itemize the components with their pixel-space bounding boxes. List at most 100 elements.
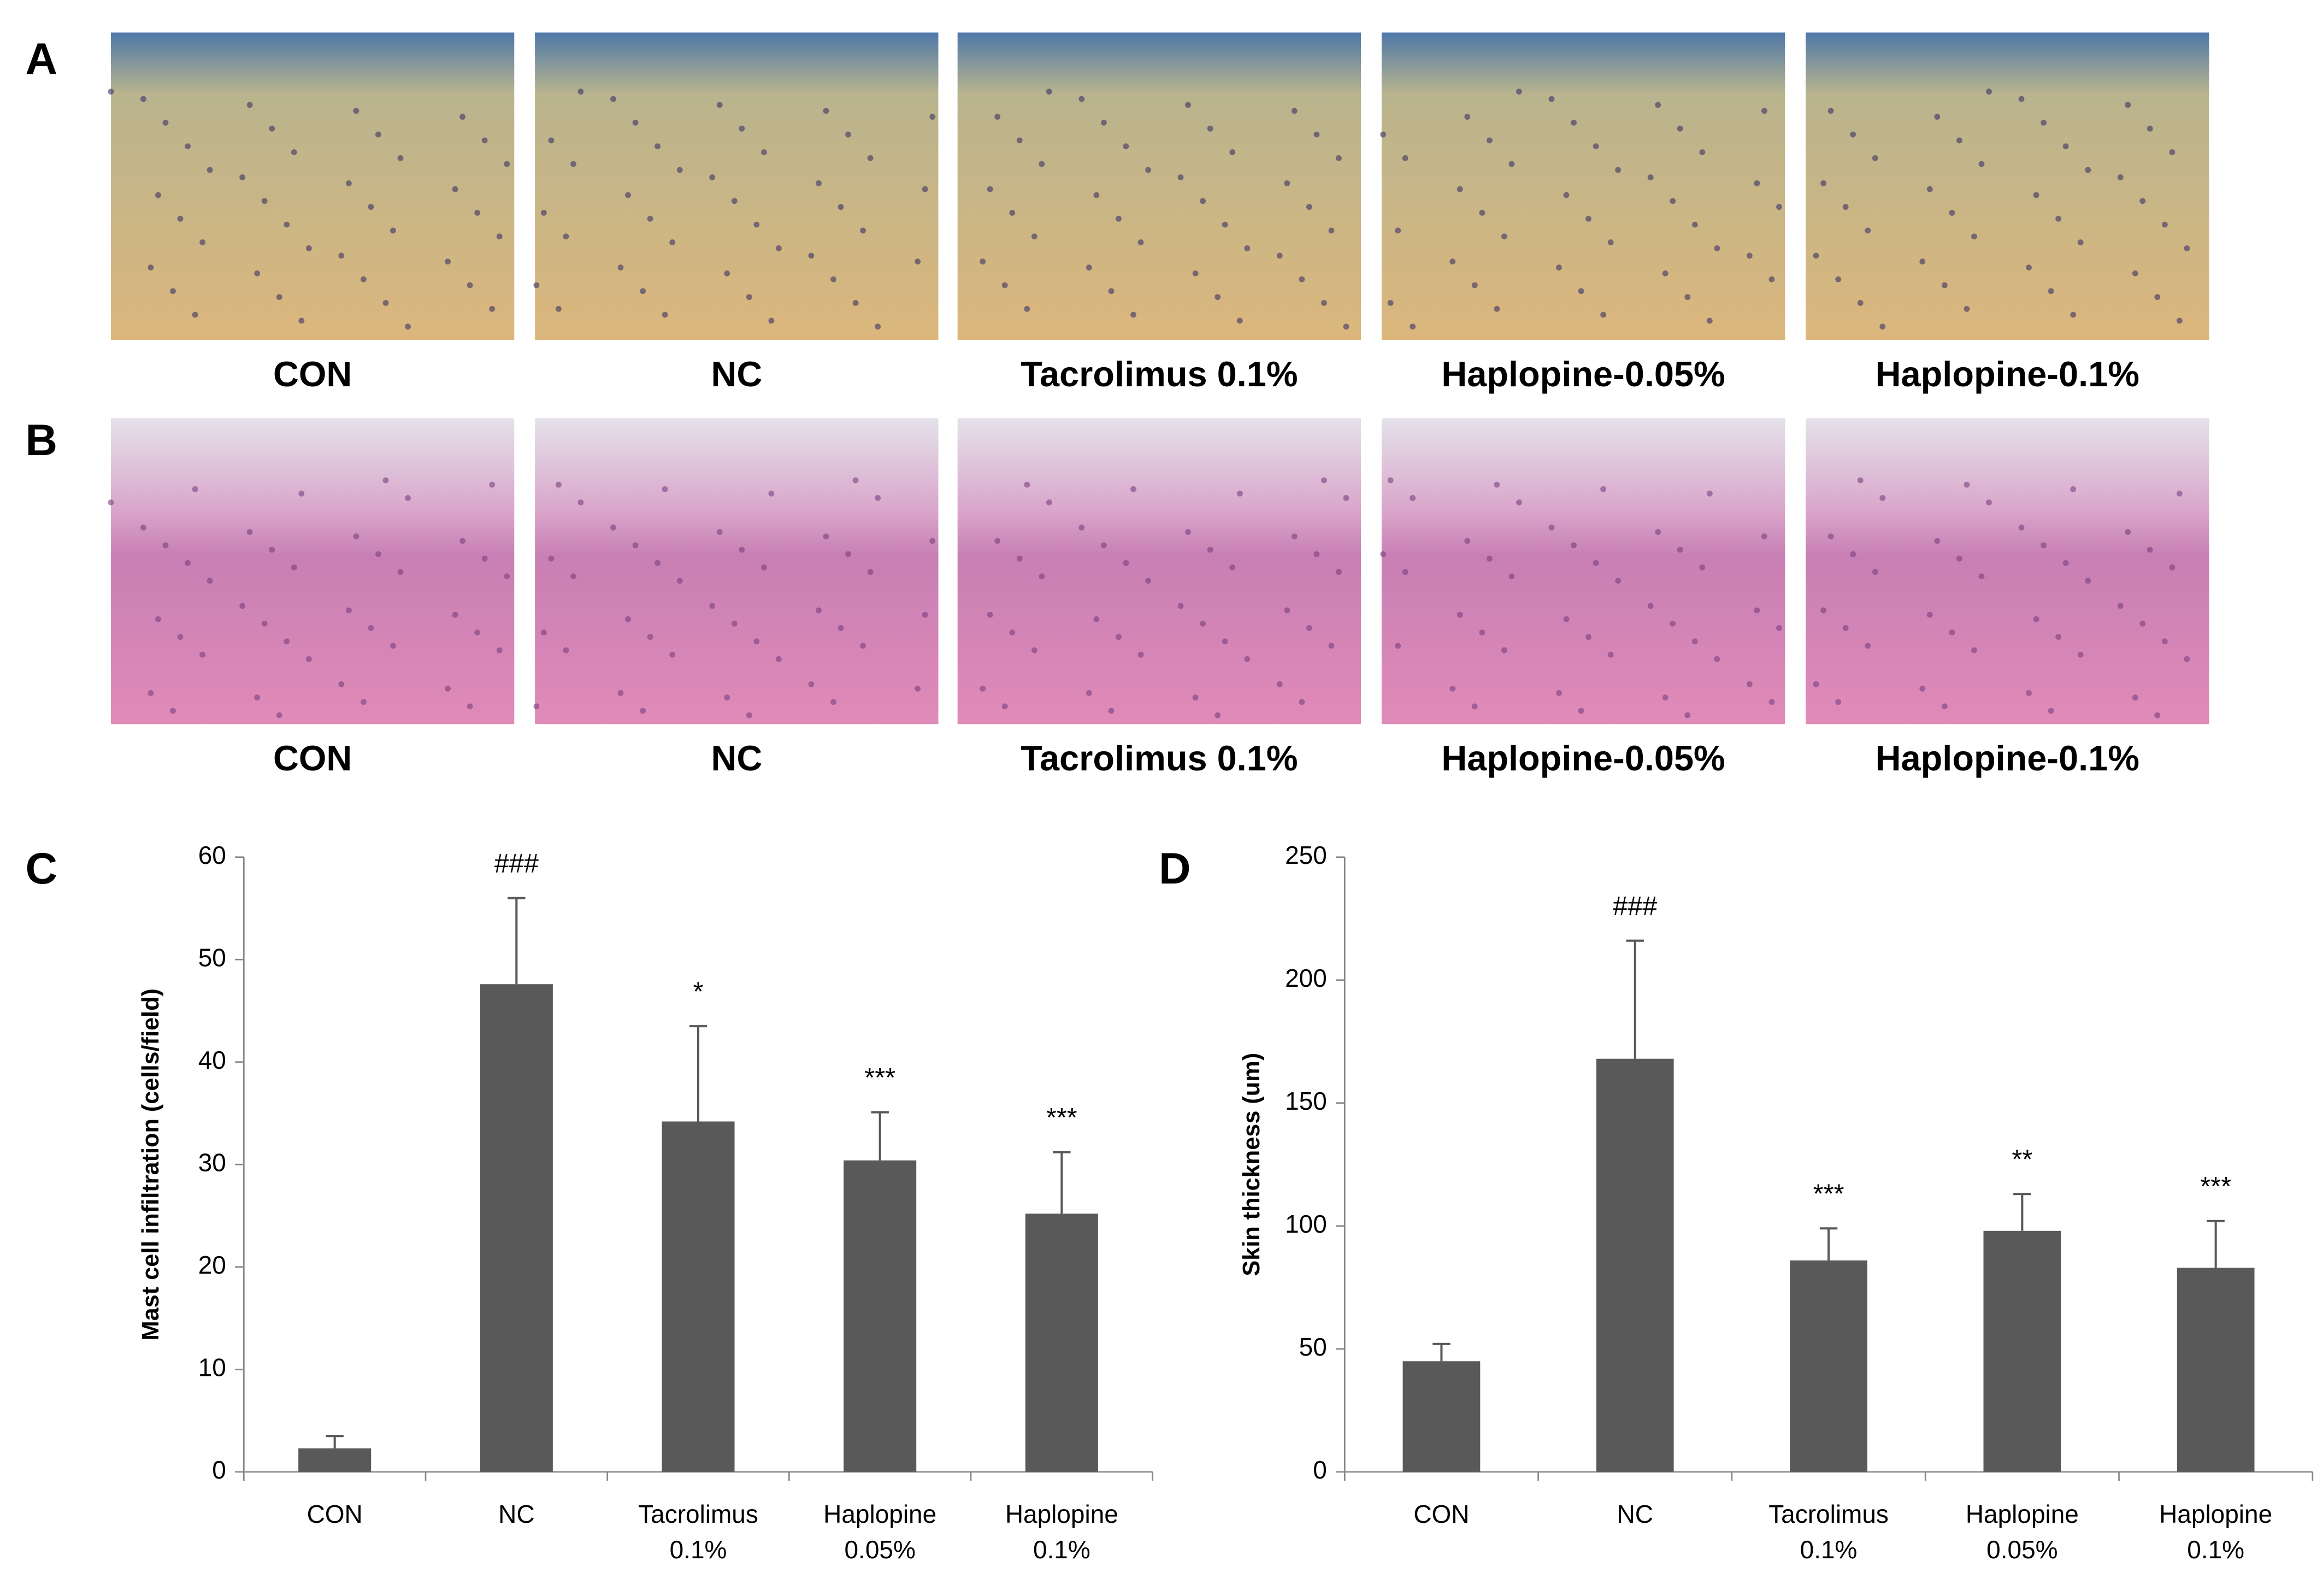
cell [489,481,496,488]
cell [617,264,624,270]
cell [1548,525,1555,531]
y-tick-label: 60 [198,841,226,869]
cell [1919,685,1926,692]
cell [1754,180,1760,186]
cell [397,155,404,161]
cell [1835,276,1842,282]
cell [808,681,815,687]
cell [994,114,1001,120]
cell [860,643,866,649]
cell [1009,210,1016,216]
cell [1746,681,1753,687]
cell [445,685,451,692]
cell [1039,573,1045,580]
cell [2018,96,2025,102]
cell [676,578,683,584]
cell [2125,529,2131,535]
cell [556,481,562,488]
cell [1024,481,1030,488]
cell [922,611,928,618]
cell [199,239,206,245]
cell [1662,270,1669,276]
cell [170,288,176,295]
cell [1116,634,1122,640]
cell [655,143,661,150]
cell [192,486,198,492]
cell [1761,108,1767,114]
cell [548,137,555,144]
cell [1926,611,1933,618]
bar [298,1448,372,1472]
cell [1746,252,1753,259]
cell [452,186,458,192]
cell [2132,694,2138,700]
cell [1585,634,1591,640]
x-tick-label-line: NC [498,1500,534,1528]
cell [753,221,760,228]
cell [1306,204,1312,210]
cell [1244,245,1251,251]
cell [845,551,851,557]
cell [1494,481,1500,488]
cell [760,149,767,155]
cell [261,198,268,204]
cell [540,210,547,216]
cell [2169,149,2175,155]
cell [1516,499,1522,505]
cell [1343,495,1349,501]
y-tick-label: 100 [1285,1210,1327,1238]
cell [556,305,562,312]
cell [1691,221,1698,228]
cell [1615,167,1622,173]
cell [1754,607,1760,614]
cell [830,276,836,282]
cell [246,102,253,108]
cell [577,89,584,95]
cell [1607,651,1614,658]
cell [1508,161,1515,167]
cell [1655,529,1661,535]
cell [1016,137,1023,144]
cell [2184,245,2190,251]
cell [1343,323,1349,330]
cell [1593,143,1599,150]
cell [1585,215,1591,222]
cell [1108,708,1115,714]
cell [1336,155,1342,161]
cell [808,252,815,259]
cell [452,611,458,618]
cell [298,317,305,324]
cell [1934,114,1941,120]
cell [1200,620,1206,627]
cell [2117,174,2124,180]
cell [2026,264,2032,270]
y-tick-label: 0 [212,1456,226,1484]
cell [1699,149,1706,155]
cell [361,276,367,282]
cell [108,89,114,95]
cell [1214,294,1221,301]
cell [867,155,874,161]
cell [1706,317,1713,324]
significance-label: * [693,977,704,1006]
cell [353,533,359,540]
bar [844,1160,917,1472]
cell [2176,317,2183,324]
cell [1214,712,1221,719]
cell [1964,305,1970,312]
cell [1313,131,1320,138]
cell [716,529,723,535]
cell [177,215,184,222]
cell [291,564,297,570]
cell [570,573,576,580]
cell [361,699,367,705]
cell [1662,694,1669,700]
significance-label: ### [1613,892,1657,921]
cell [207,578,213,584]
cell [459,538,466,544]
cell [1039,161,1045,167]
cell [1192,694,1199,700]
cell [1284,607,1290,614]
x-tick-label-line: Tacrolimus [638,1500,758,1528]
cell [254,694,261,700]
